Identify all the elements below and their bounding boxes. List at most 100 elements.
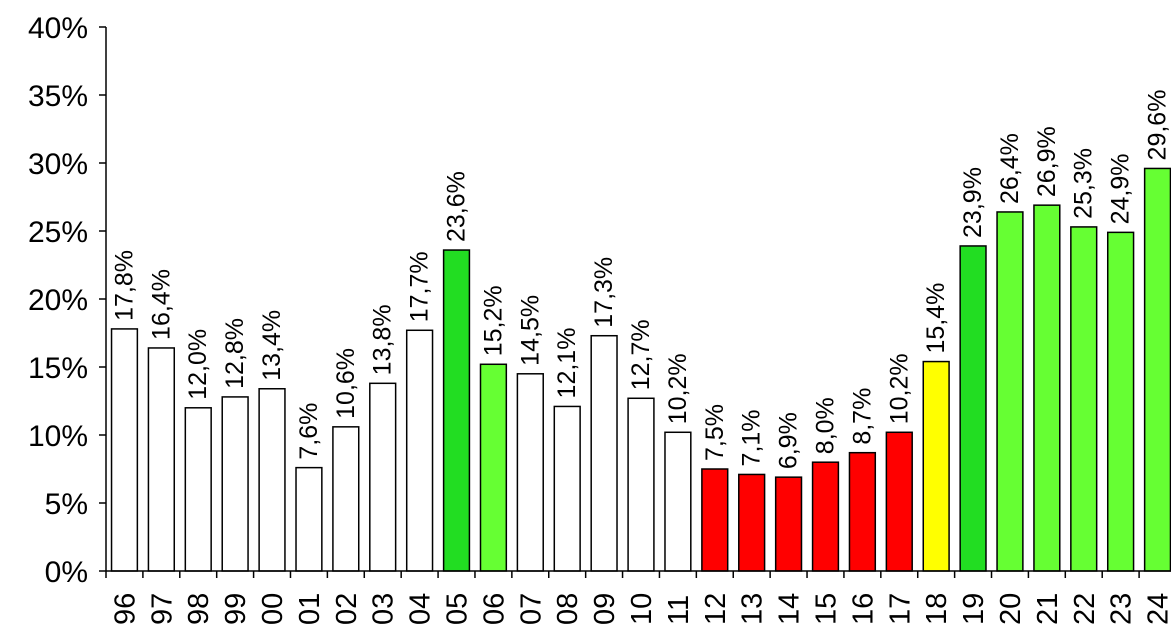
bar-03 xyxy=(369,382,397,572)
x-tick-label: 22 xyxy=(1069,593,1101,625)
x-tick-label: 13 xyxy=(737,593,769,625)
x-tick-label: 00 xyxy=(257,593,289,625)
data-labels: 17,8% 16,4% 12,0% 12,8% 13,4% 7,6% 10,6% 13,8% 1… xyxy=(110,90,1171,470)
data-label-19: 23,9% xyxy=(959,167,987,238)
bar-06 xyxy=(479,363,508,572)
data-label-07: 14,5% xyxy=(516,295,544,366)
x-tick-label: 23 xyxy=(1106,593,1138,625)
bar-96 xyxy=(110,328,139,572)
x-tick-label: 06 xyxy=(478,593,510,625)
y-tick-label: 20% xyxy=(28,284,88,317)
y-tick-label: 25% xyxy=(28,216,88,249)
bar-22 xyxy=(1070,226,1098,572)
data-label-04: 17,7% xyxy=(406,251,434,322)
y-axis-ticks: 0% 5% 10% 15% 20% 25% 30% 35% 40% xyxy=(28,12,106,589)
bar-16 xyxy=(848,451,877,572)
bar-23 xyxy=(1106,231,1135,572)
data-label-00: 13,4% xyxy=(258,310,286,381)
bar-99 xyxy=(221,396,249,572)
bar-15 xyxy=(811,461,840,572)
axes xyxy=(105,27,1171,572)
data-label-12: 7,5% xyxy=(701,404,729,461)
x-tick-label: 02 xyxy=(331,593,363,625)
bar-11 xyxy=(664,431,692,572)
bar-08 xyxy=(553,405,581,572)
bar-02 xyxy=(332,426,360,572)
x-tick-label: 21 xyxy=(1032,593,1064,625)
bar-97 xyxy=(147,347,176,572)
data-label-24: 29,6% xyxy=(1144,90,1171,161)
bar-19 xyxy=(959,245,987,572)
bars xyxy=(110,167,1171,572)
bar-05 xyxy=(442,249,471,572)
bar-04 xyxy=(405,329,434,572)
data-label-05: 23,6% xyxy=(443,171,471,242)
bar-24 xyxy=(1143,167,1171,572)
x-tick-label: 19 xyxy=(958,593,990,625)
bar-21 xyxy=(1033,204,1061,572)
data-label-14: 6,9% xyxy=(775,412,803,469)
bar-13 xyxy=(738,473,766,572)
data-label-06: 15,2% xyxy=(479,285,507,356)
bar-10 xyxy=(627,397,655,572)
data-label-03: 13,8% xyxy=(369,304,397,375)
data-label-01: 7,6% xyxy=(295,403,323,460)
y-tick-label: 15% xyxy=(28,352,88,385)
x-tick-label: 16 xyxy=(847,593,879,625)
data-label-22: 25,3% xyxy=(1070,148,1098,219)
data-label-09: 17,3% xyxy=(590,257,618,328)
x-tick-label: 01 xyxy=(294,593,326,625)
x-tick-label: 15 xyxy=(810,593,842,625)
data-label-02: 10,6% xyxy=(332,348,360,419)
y-tick-label: 5% xyxy=(45,488,88,521)
data-label-11: 10,2% xyxy=(664,353,692,424)
data-label-21: 26,9% xyxy=(1033,126,1061,197)
bar-18 xyxy=(922,360,950,572)
x-tick-label: 24 xyxy=(1143,593,1171,625)
data-label-10: 12,7% xyxy=(627,319,655,390)
y-tick-label: 10% xyxy=(28,420,88,453)
x-tick-label: 12 xyxy=(700,593,732,625)
x-tick-label: 07 xyxy=(515,593,547,625)
bar-00 xyxy=(258,388,286,572)
x-tick-label: 08 xyxy=(552,593,584,625)
y-tick-label: 35% xyxy=(28,80,88,113)
data-label-17: 10,2% xyxy=(885,353,913,424)
data-label-16: 8,7% xyxy=(848,388,876,445)
x-tick-label: 03 xyxy=(368,593,400,625)
x-tick-label: 17 xyxy=(884,593,916,625)
data-label-23: 24,9% xyxy=(1107,153,1135,224)
bar-20 xyxy=(996,211,1024,572)
data-label-08: 12,1% xyxy=(553,328,581,399)
x-tick-label: 18 xyxy=(921,593,953,625)
data-label-20: 26,4% xyxy=(996,133,1024,204)
data-label-97: 16,4% xyxy=(147,269,175,340)
x-tick-label: 98 xyxy=(183,593,215,625)
data-label-13: 7,1% xyxy=(738,409,766,466)
y-tick-label: 40% xyxy=(28,12,88,45)
x-tick-label: 05 xyxy=(442,593,474,625)
data-label-15: 8,0% xyxy=(811,397,839,454)
x-tick-label: 10 xyxy=(626,593,658,625)
bar-98 xyxy=(184,407,212,572)
x-tick-label: 96 xyxy=(109,593,141,625)
y-tick-label: 0% xyxy=(45,556,88,589)
bar-07 xyxy=(516,373,544,572)
x-tick-label: 99 xyxy=(220,593,252,625)
data-label-99: 12,8% xyxy=(221,318,249,389)
x-tick-label: 11 xyxy=(663,595,695,625)
x-tick-label: 14 xyxy=(774,593,806,625)
x-tick-label: 20 xyxy=(995,593,1027,625)
x-axis-ticks: 96 97 98 99 00 01 02 03 04 05 06 07 08 09 10 11 12 13 14 15… xyxy=(105,571,1171,625)
data-label-96: 17,8% xyxy=(110,250,138,321)
x-tick-label: 04 xyxy=(405,593,437,625)
bar-09 xyxy=(590,334,618,572)
data-label-18: 15,4% xyxy=(922,283,950,354)
bar-01 xyxy=(295,466,323,572)
data-label-98: 12,0% xyxy=(184,329,212,400)
bar-14 xyxy=(774,476,803,572)
bar-12 xyxy=(701,468,729,572)
x-tick-label: 09 xyxy=(589,593,621,625)
bar-17 xyxy=(885,431,913,572)
